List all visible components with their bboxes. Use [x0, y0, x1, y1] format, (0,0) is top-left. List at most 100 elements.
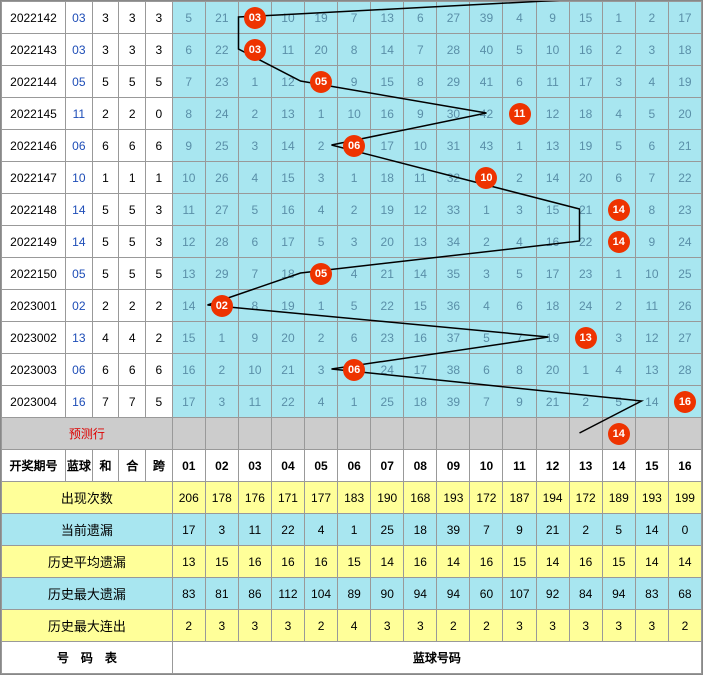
hdr-num: 03 — [238, 450, 271, 482]
miss-cell: 3 — [602, 66, 635, 98]
miss-cell: 1 — [338, 386, 371, 418]
stat-val: 2 — [172, 610, 205, 642]
miss-cell: 11 — [635, 290, 668, 322]
hdr-he: 和 — [92, 450, 119, 482]
stat-val: 16 — [404, 546, 437, 578]
miss-cell: 6 — [602, 162, 635, 194]
stat-val: 3 — [503, 610, 536, 642]
hdr-num: 08 — [404, 450, 437, 482]
stat-val: 14 — [371, 546, 404, 578]
miss-cell: 11 — [172, 194, 205, 226]
miss-cell: 16 — [404, 322, 437, 354]
miss-cell: 2 — [305, 322, 338, 354]
hit-cell: 11 — [503, 98, 536, 130]
miss-cell: 2 — [338, 194, 371, 226]
miss-cell: 34 — [437, 226, 470, 258]
stat-val: 183 — [338, 482, 371, 514]
miss-cell: 11 — [404, 162, 437, 194]
miss-cell: 3 — [305, 354, 338, 386]
issue-cell: 2022150 — [2, 258, 66, 290]
ball-num: 14 — [66, 226, 93, 258]
he-cell: 6 — [92, 130, 119, 162]
issue-cell: 2023003 — [2, 354, 66, 386]
miss-cell: 3 — [338, 226, 371, 258]
miss-cell: 4 — [602, 98, 635, 130]
stat-val: 90 — [371, 578, 404, 610]
miss-cell: 15 — [172, 322, 205, 354]
miss-cell: 1 — [569, 354, 602, 386]
stat-val: 94 — [602, 578, 635, 610]
miss-cell: 1 — [305, 290, 338, 322]
ball-num: 05 — [66, 258, 93, 290]
miss-cell: 24 — [569, 290, 602, 322]
issue-cell: 2023002 — [2, 322, 66, 354]
miss-cell: 9 — [635, 226, 668, 258]
miss-cell: 6 — [172, 34, 205, 66]
predict-empty — [437, 418, 470, 450]
hdr-num: 15 — [635, 450, 668, 482]
miss-cell: 2 — [205, 354, 238, 386]
miss-cell: 27 — [668, 322, 701, 354]
miss-cell: 17 — [371, 130, 404, 162]
kua-cell: 5 — [146, 386, 173, 418]
stat-val: 14 — [635, 546, 668, 578]
kua-cell: 6 — [146, 130, 173, 162]
miss-cell: 20 — [536, 354, 569, 386]
stat-val: 172 — [470, 482, 503, 514]
miss-cell: 13 — [635, 354, 668, 386]
he2-cell: 5 — [119, 194, 146, 226]
stat-val: 3 — [238, 610, 271, 642]
stat-val: 3 — [205, 514, 238, 546]
stat-val: 189 — [602, 482, 635, 514]
red-ball: 16 — [674, 391, 696, 413]
stat-val: 60 — [470, 578, 503, 610]
hit-cell: 16 — [668, 386, 701, 418]
stat-label: 历史平均遗漏 — [2, 546, 173, 578]
miss-cell: 3 — [503, 194, 536, 226]
miss-cell: 6 — [470, 354, 503, 386]
miss-cell: 28 — [668, 354, 701, 386]
miss-cell: 1 — [305, 98, 338, 130]
stat-val: 15 — [503, 546, 536, 578]
miss-cell: 17 — [271, 226, 304, 258]
miss-cell: 19 — [305, 2, 338, 34]
predict-empty — [404, 418, 437, 450]
miss-cell: 5 — [503, 34, 536, 66]
miss-cell: 5 — [338, 290, 371, 322]
stat-val: 39 — [437, 514, 470, 546]
miss-cell: 12 — [635, 322, 668, 354]
hit-cell: 14 — [602, 226, 635, 258]
he-cell: 2 — [92, 98, 119, 130]
miss-cell: 13 — [404, 226, 437, 258]
miss-cell: 18 — [569, 98, 602, 130]
miss-cell: 6 — [338, 322, 371, 354]
stat-val: 15 — [205, 546, 238, 578]
stat-val: 199 — [668, 482, 701, 514]
red-ball: 14 — [608, 199, 630, 221]
miss-cell: 5 — [305, 226, 338, 258]
miss-cell: 1 — [602, 2, 635, 34]
miss-cell: 2 — [602, 34, 635, 66]
miss-cell: 7 — [470, 386, 503, 418]
miss-cell: 26 — [668, 290, 701, 322]
kua-cell: 3 — [146, 2, 173, 34]
predict-hit: 14 — [602, 418, 635, 450]
miss-cell: 11 — [271, 34, 304, 66]
hdr-ball: 蓝球 — [66, 450, 93, 482]
miss-cell: 12 — [271, 66, 304, 98]
stat-val: 15 — [338, 546, 371, 578]
miss-cell: 7 — [238, 258, 271, 290]
stat-val: 14 — [668, 546, 701, 578]
miss-cell: 23 — [668, 194, 701, 226]
miss-cell: 22 — [569, 226, 602, 258]
issue-cell: 2023004 — [2, 386, 66, 418]
ball-num: 11 — [66, 98, 93, 130]
miss-cell: 16 — [371, 98, 404, 130]
hdr-num: 04 — [271, 450, 304, 482]
stat-val: 4 — [338, 610, 371, 642]
hit-cell: 06 — [338, 354, 371, 386]
miss-cell: 1 — [503, 130, 536, 162]
miss-cell: 15 — [404, 290, 437, 322]
miss-cell: 7 — [338, 2, 371, 34]
miss-cell: 21 — [271, 354, 304, 386]
